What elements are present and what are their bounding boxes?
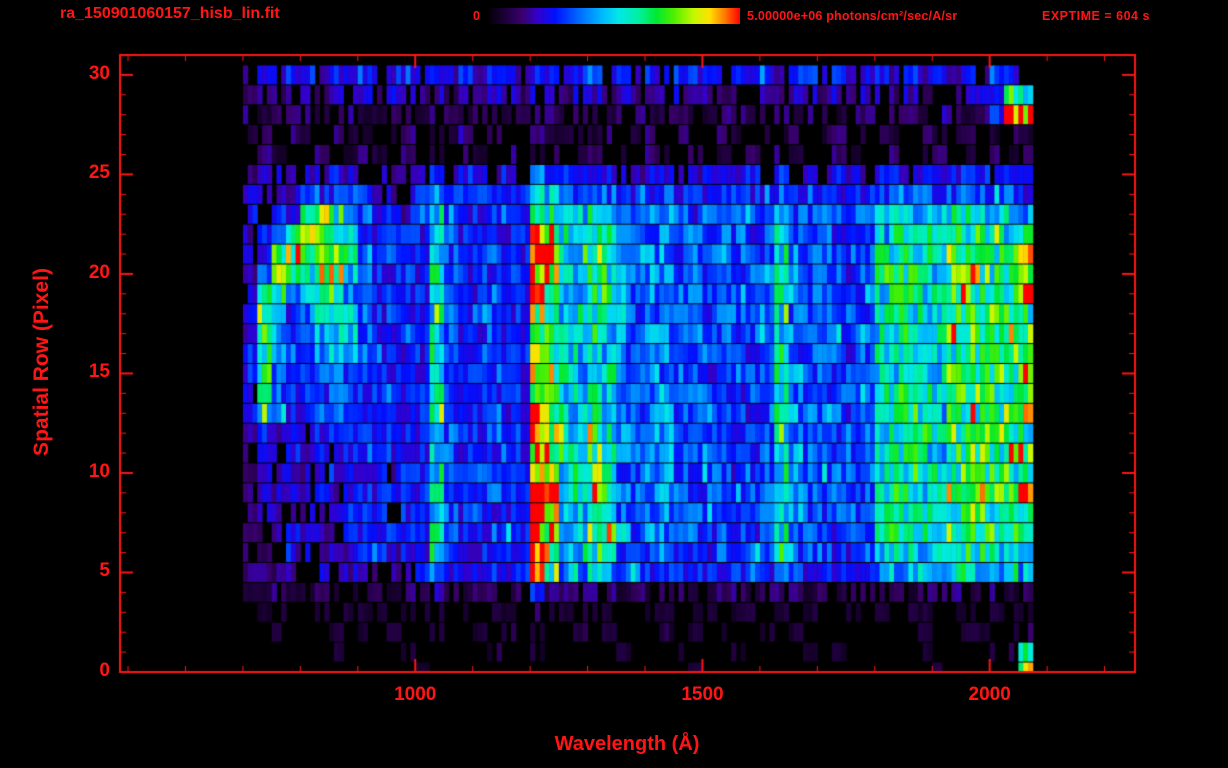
x-tick-label-2000: 2000 — [968, 684, 1011, 705]
x-tick-label-1000: 1000 — [394, 684, 437, 705]
y-tick-label-30: 30 — [88, 62, 110, 84]
figure-title: ra_150901060157_hisb_lin.fit — [60, 5, 280, 22]
x-tick-label-1500: 1500 — [681, 684, 724, 705]
y-tick-label-15: 15 — [88, 361, 110, 383]
y-tick-label-20: 20 — [88, 261, 110, 283]
y-tick-label-0: 0 — [99, 660, 110, 681]
colorbar-min-label: 0 — [473, 9, 480, 23]
y-tick-label-5: 5 — [99, 560, 110, 582]
y-tick-label-25: 25 — [88, 162, 110, 184]
exptime-label: EXPTIME = 604 s — [1042, 9, 1150, 23]
y-tick-label-10: 10 — [88, 460, 110, 482]
colorbar-gradient — [487, 8, 740, 24]
colorbar-max-label: 5.00000e+06 photons/cm²/sec/A/sr — [747, 9, 958, 23]
x-axis-title: Wavelength (Å) — [554, 733, 700, 755]
y-axis-title: Spatial Row (Pixel) — [30, 268, 53, 456]
